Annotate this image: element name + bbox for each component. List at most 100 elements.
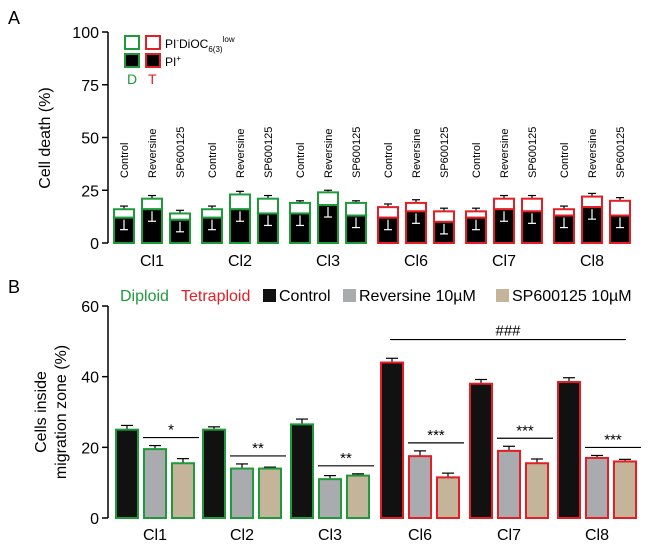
panel-a-bar-pi-positive — [229, 208, 251, 245]
panel-b-bar-reversine — [585, 456, 609, 519]
panel-a-bar-pi-positive — [493, 208, 515, 245]
panel-b-legend: Diploid Tetraploid Control Reversine 10µ… — [120, 288, 632, 305]
panel-b-significance-label: ** — [252, 440, 264, 457]
legend-a-tetraploid-open — [145, 35, 161, 50]
legend-a-t: T — [148, 71, 157, 87]
panel-a-group-label: Cl2 — [228, 253, 252, 270]
panel-b-bar-control — [202, 428, 226, 519]
panel-a-bar-dioc-low — [377, 206, 399, 219]
panel-b-significance-label: *** — [427, 427, 445, 444]
panel-a-bar-pi-positive — [581, 206, 603, 245]
panel-b-bar-reversine — [318, 478, 342, 519]
panel-a-treatment-label: SP600125 — [263, 127, 275, 178]
panel-a-bar-pi-positive — [257, 212, 279, 245]
legend-b-control: Control — [279, 288, 331, 305]
panel-a-bar-dioc-low — [201, 208, 223, 219]
panel-a-chart: Cell death (%) 0 25 50 75 100 Control Reversi… — [37, 25, 631, 270]
panel-a-treatment-label: SP600125 — [175, 127, 187, 178]
legend-b-sp600125: SP600125 10µM — [512, 288, 632, 305]
panel-a-group-label: Cl3 — [316, 253, 340, 270]
panel-a-bar-pi-positive — [377, 216, 399, 244]
panel-b-bar-sp600125 — [171, 462, 195, 520]
panel-label-a: A — [8, 8, 20, 28]
panel-b-bar-control — [557, 380, 581, 520]
panel-b-bar-sp600125 — [258, 467, 282, 519]
panel-a-y-tick-label: 75 — [81, 78, 99, 95]
legend-b-reversine-swatch — [343, 289, 356, 302]
panel-b-category-label: Cl3 — [318, 527, 342, 544]
panel-a-bar-pi-positive — [317, 204, 339, 245]
panel-a-treatment-label: Control — [559, 143, 571, 178]
panel-b-category-label: Cl6 — [408, 527, 432, 544]
panel-a-bar-dioc-low — [433, 210, 455, 223]
panel-b-category-label: Cl1 — [143, 527, 167, 544]
panel-b-bar-sp600125 — [346, 474, 370, 520]
panel-a-bar-pi-positive — [609, 214, 631, 245]
panel-b-bar-reversine — [497, 449, 521, 519]
legend-a-row2-label: PI+ — [165, 54, 181, 69]
panel-a-group-label: Cl7 — [492, 253, 516, 270]
panel-a-bar-pi-positive — [465, 216, 487, 244]
panel-label-b: B — [8, 277, 20, 297]
panel-a-treatment-label: Control — [119, 143, 131, 178]
panel-a-bar-pi-positive — [289, 212, 311, 245]
panel-a-treatment-label: Reversine — [147, 128, 159, 178]
panel-a-bar-dioc-low — [229, 193, 251, 211]
panel-a-treatment-label: Control — [207, 143, 219, 178]
legend-b-control-swatch — [263, 289, 276, 302]
panel-a-treatment-label: SP600125 — [615, 127, 627, 178]
panel-b-y-label-line1: Cells inside — [33, 371, 50, 453]
panel-a-bar-dioc-low — [345, 201, 367, 217]
panel-a-treatment-label: Reversine — [587, 128, 599, 178]
panel-a-y-label: Cell death (%) — [37, 87, 54, 188]
panel-a-bar-dioc-low — [257, 197, 279, 215]
panel-a-y-tick-label: 0 — [90, 236, 99, 253]
panel-b-category-label: Cl2 — [230, 527, 254, 544]
panel-a-y-tick-label: 50 — [81, 131, 99, 148]
panel-a-treatment-label: SP600125 — [439, 127, 451, 178]
panel-a-y-tick-label: 100 — [72, 25, 99, 42]
panel-a-bar-pi-positive — [141, 208, 163, 245]
panel-b-chart: Cells inside migration zone (%) 0204060 … — [33, 288, 641, 544]
panel-b-bar-reversine — [230, 467, 254, 519]
legend-b-tetraploid: Tetraploid — [181, 288, 250, 305]
panel-b-significance-label: *** — [516, 422, 534, 439]
panel-a-treatment-label: SP600125 — [527, 127, 539, 178]
panel-b-bar-sp600125 — [613, 460, 637, 520]
panel-b-overall-significance-label: ### — [495, 323, 521, 340]
legend-b-reversine: Reversine 10µM — [359, 288, 476, 305]
legend-b-diploid: Diploid — [120, 288, 169, 305]
panel-a-bar-pi-positive — [521, 210, 543, 245]
panel-a-treatment-label: Reversine — [499, 128, 511, 178]
panel-a-bar-dioc-low — [521, 197, 543, 213]
legend-a-diploid-filled — [124, 53, 140, 68]
panel-b-y-tick-label: 60 — [81, 299, 99, 316]
panel-a-treatment-label: Reversine — [323, 128, 335, 178]
panel-a-y-tick-label: 25 — [81, 183, 99, 200]
panel-a-group-label: Cl6 — [404, 253, 428, 270]
panel-b-significance-label: * — [168, 422, 174, 439]
panel-a-bar-pi-positive — [201, 216, 223, 244]
panel-b-bar-sp600125 — [525, 462, 549, 520]
legend-a-tetraploid-filled — [145, 53, 161, 68]
panel-b-bar-reversine — [143, 448, 167, 520]
panel-a-bar-dioc-low — [493, 197, 515, 211]
panel-b-bar-control — [290, 423, 314, 519]
panel-a-treatment-label: SP600125 — [351, 127, 363, 178]
panel-a-bar-dioc-low — [317, 191, 339, 207]
panel-b-bar-control — [380, 361, 404, 519]
panel-a-treatment-label: Control — [471, 143, 483, 178]
panel-a-legend: PI-DiOC6(3)low PI+ D T — [124, 35, 235, 87]
panel-a-treatment-label: Reversine — [235, 128, 247, 178]
panel-a-bar-pi-positive — [553, 214, 575, 245]
panel-b-bar-sp600125 — [436, 476, 460, 520]
panel-b-y-label-line2: migration zone (%) — [53, 345, 70, 479]
panel-a-bar-pi-positive — [113, 216, 135, 244]
panel-b-category-label: Cl8 — [585, 527, 609, 544]
panel-b-bar-control — [115, 428, 139, 519]
panel-b-y-tick-label: 0 — [90, 511, 99, 528]
panel-b-y-tick-label: 20 — [81, 440, 99, 457]
legend-b-sp600125-swatch — [496, 289, 509, 302]
panel-a-bar-dioc-low — [113, 208, 135, 219]
